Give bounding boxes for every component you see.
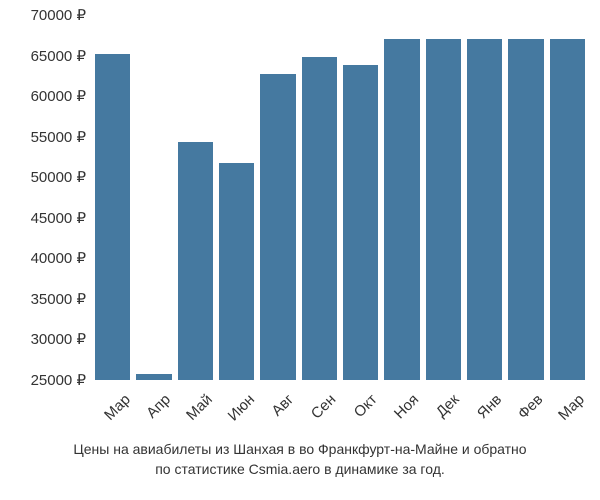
- x-tick-label: Мар: [555, 391, 588, 424]
- x-tick: Июн: [219, 385, 254, 445]
- bar: [550, 39, 585, 380]
- x-tick: Сен: [302, 385, 337, 445]
- bar: [426, 39, 461, 380]
- y-tick-label: 70000 ₽: [31, 6, 86, 24]
- x-tick-label: Апр: [143, 391, 174, 422]
- caption-line-2: по статистике Csmia.aero в динамике за г…: [155, 461, 445, 477]
- bar: [95, 54, 130, 380]
- bar: [467, 39, 502, 380]
- bar: [384, 39, 419, 380]
- y-tick-label: 40000 ₽: [31, 249, 86, 267]
- x-tick-label: Авг: [268, 391, 297, 420]
- x-tick: Май: [178, 385, 213, 445]
- x-tick-label: Июн: [224, 391, 257, 424]
- x-tick-label: Дек: [433, 391, 463, 421]
- x-axis: МарАпрМайИюнАвгСенОктНояДекЯнвФевМар: [95, 385, 585, 445]
- caption-line-1: Цены на авиабилеты из Шанхая в во Франкф…: [73, 441, 526, 457]
- x-tick-label: Ноя: [391, 391, 422, 422]
- chart-caption: Цены на авиабилеты из Шанхая в во Франкф…: [0, 440, 600, 479]
- x-tick: Ноя: [384, 385, 419, 445]
- y-tick-label: 65000 ₽: [31, 47, 86, 65]
- x-tick-label: Май: [183, 391, 216, 424]
- price-chart: 25000 ₽ 30000 ₽ 35000 ₽ 40000 ₽ 45000 ₽ 50000…: [0, 0, 600, 500]
- bar: [219, 163, 254, 380]
- x-tick: Мар: [550, 385, 585, 445]
- x-tick-label: Сен: [308, 391, 339, 422]
- x-tick: Авг: [260, 385, 295, 445]
- x-tick: Апр: [136, 385, 171, 445]
- x-tick: Окт: [343, 385, 378, 445]
- x-tick: Дек: [426, 385, 461, 445]
- bar: [136, 374, 171, 380]
- y-tick-label: 30000 ₽: [31, 330, 86, 348]
- x-tick-label: Мар: [101, 391, 134, 424]
- x-tick-label: Окт: [350, 391, 380, 421]
- y-tick-label: 55000 ₽: [31, 128, 86, 146]
- x-tick: Мар: [95, 385, 130, 445]
- bar: [302, 57, 337, 380]
- y-axis: 25000 ₽30000 ₽35000 ₽40000 ₽45000 ₽50000…: [0, 15, 90, 380]
- bar: [178, 142, 213, 380]
- x-tick-label: Фев: [515, 391, 547, 423]
- bar: [508, 39, 543, 380]
- x-tick-label: Янв: [474, 391, 505, 422]
- y-tick-label: 35000 ₽: [31, 290, 86, 308]
- bar: [260, 74, 295, 380]
- x-tick: Янв: [467, 385, 502, 445]
- y-tick-label: 50000 ₽: [31, 168, 86, 186]
- plot-area: [95, 15, 585, 380]
- x-labels: МарАпрМайИюнАвгСенОктНояДекЯнвФевМар: [95, 385, 585, 445]
- x-tick: Фев: [508, 385, 543, 445]
- y-tick-label: 45000 ₽: [31, 209, 86, 227]
- y-tick-label: 25000 ₽: [31, 371, 86, 389]
- bars-group: [95, 15, 585, 380]
- bar: [343, 65, 378, 380]
- y-tick-label: 60000 ₽: [31, 87, 86, 105]
